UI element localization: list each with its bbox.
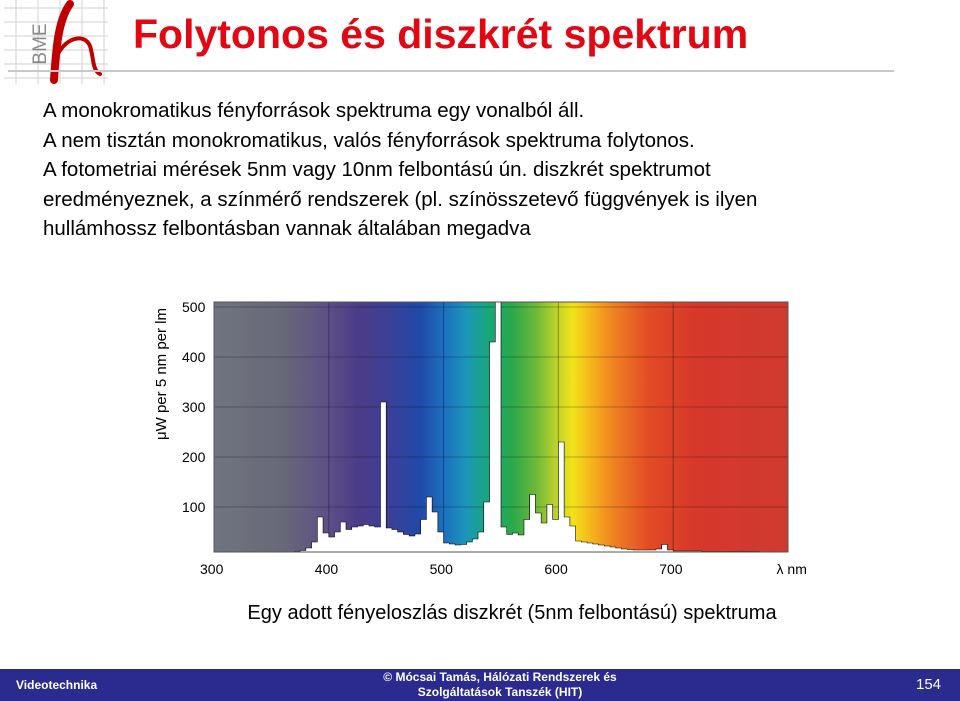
x-tick-label: 700 <box>659 561 683 577</box>
y-tick-label: 400 <box>182 349 206 365</box>
y-tick-label: 200 <box>182 449 206 465</box>
y-tick-label: 100 <box>182 499 206 515</box>
spectrum-area <box>214 301 788 553</box>
title-divider <box>8 70 894 72</box>
x-tick-label: 400 <box>315 561 339 577</box>
x-axis-label: λ nm <box>777 561 807 577</box>
footer-copyright: © Mócsai Tamás, Hálózati Rendszerek és S… <box>380 670 620 700</box>
y-axis-label: μW per 5 nm per lm <box>153 308 170 440</box>
figure-caption: Egy adott fényeloszlás diszkrét (5nm fel… <box>247 602 777 624</box>
x-tick-label: 500 <box>430 561 454 577</box>
footer-copyright-line: Szolgáltatások Tanszék (HIT) <box>417 685 583 699</box>
bullet-text: A nem tisztán monokromatikus, valós fény… <box>43 128 695 152</box>
bullet-text: A fotometriai mérések 5nm vagy 10nm felb… <box>43 158 711 181</box>
plot-frame <box>213 301 789 553</box>
spectrum-chart: 100 200 300 400 500 300 400 500 600 700 λ nm μW pe… <box>153 299 807 577</box>
bullet-list: A monokromatikus fényforrások spektruma … <box>43 96 757 244</box>
bullet-text: A monokromatikus fényforrások spektruma … <box>43 99 585 122</box>
bullet-text: hullámhossz felbontásban vannak általába… <box>43 217 531 240</box>
x-tick-label: 300 <box>200 561 224 577</box>
bullet-text: eredményeznek, a színmérő rendszerek (pl… <box>43 187 758 211</box>
page-title: Folytonos és diszkrét spektrum <box>133 11 749 57</box>
y-tick-label: 300 <box>182 399 206 415</box>
chart-axes: 100 200 300 400 500 300 400 500 600 700 λ nm <box>182 299 807 577</box>
bme-h-logo-icon <box>50 0 102 84</box>
footer-bar: Videotechnika © Mócsai Tamás, Hálózati R… <box>0 669 960 701</box>
x-tick-label: 600 <box>544 561 568 577</box>
footer-copyright-line: © Mócsai Tamás, Hálózati Rendszerek és <box>383 670 617 684</box>
page-number: 154 <box>916 676 942 693</box>
footer-course-name: Videotechnika <box>16 678 98 692</box>
y-tick-label: 500 <box>182 299 206 315</box>
logo-text: BME <box>30 23 51 64</box>
